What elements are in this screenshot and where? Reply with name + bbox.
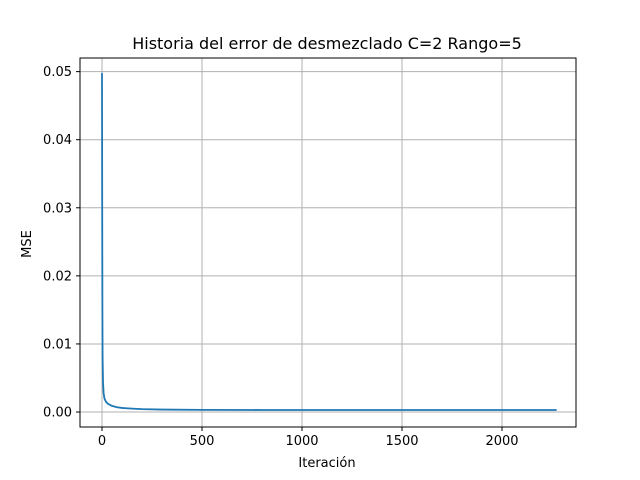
y-tick-label: 0.02 [43, 269, 72, 284]
mse-series-line [101, 72, 557, 411]
series-layer [101, 72, 557, 411]
x-axis-label: Iteración [298, 456, 355, 471]
y-tick-label: 0.01 [43, 337, 72, 352]
chart-title: Historia del error de desmezclado C=2 Ra… [132, 34, 522, 53]
y-tick-label: 0.03 [43, 201, 72, 216]
y-tick-label: 0.05 [43, 65, 72, 80]
grid [80, 58, 576, 427]
x-tick-label: 1000 [285, 434, 318, 449]
plot-frame [79, 57, 577, 428]
y-axis-label: MSE [20, 230, 35, 258]
ticks: 0 500 1000 1500 2000 0.00 0.01 0.02 0.03 0.04 0.05 [43, 65, 519, 449]
y-tick-label: 0.00 [43, 406, 72, 421]
y-tick-label: 0.04 [43, 133, 72, 148]
x-tick-label: 500 [190, 434, 215, 449]
x-tick-label: 1500 [385, 434, 418, 449]
x-tick-label: 2000 [485, 434, 518, 449]
x-tick-label: 0 [98, 434, 106, 449]
